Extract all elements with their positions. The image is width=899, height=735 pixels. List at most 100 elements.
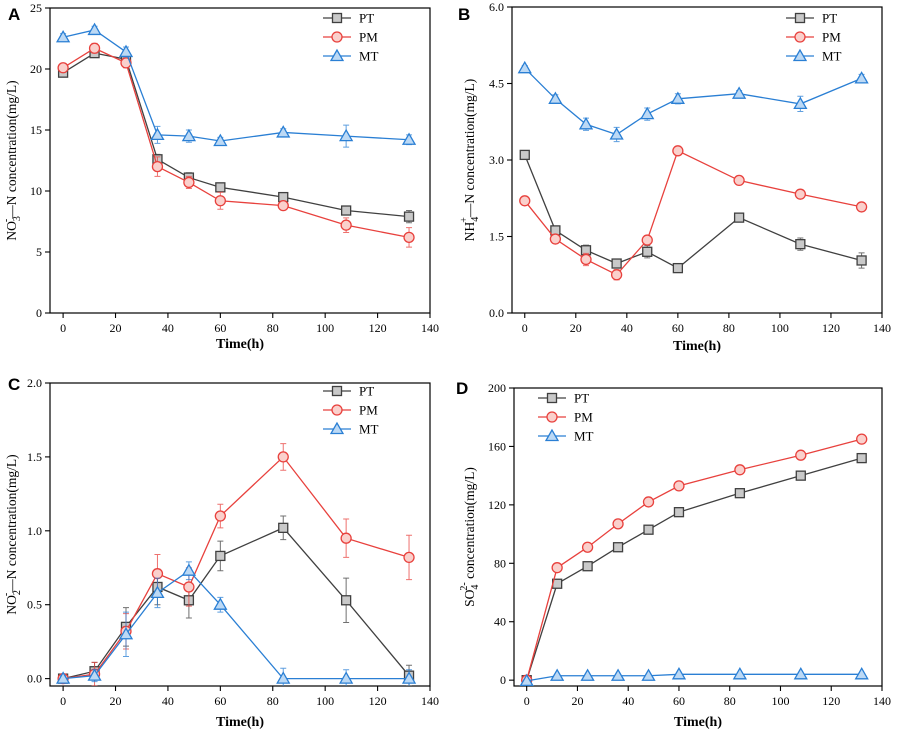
y-axis-title: NH4+—N concentration(mg/L) [459, 79, 481, 241]
x-tick-label: 80 [723, 321, 735, 335]
legend-label-mt: MT [359, 422, 379, 437]
y-axis-title: NO2-—N concentration(mg/L) [1, 454, 23, 614]
x-tick-label: 40 [162, 694, 174, 708]
data-point-pm [734, 464, 746, 476]
data-point-pt [340, 205, 352, 216]
chart-panel-b: B 0 20 40 60 80 100 120 140 0.0 1.5 3.0 4.5 6.0 Time(h… [458, 0, 891, 354]
data-point-pm [214, 510, 226, 522]
x-tick-label: 120 [369, 694, 387, 708]
x-axis-title: Time(h) [216, 715, 264, 730]
x-tick-label: 100 [316, 321, 334, 335]
data-point-pm [151, 568, 164, 580]
data-point-mt [87, 668, 102, 681]
y-tick-label: 0 [36, 306, 42, 320]
series-mt [55, 561, 417, 686]
data-point-pm [855, 201, 868, 213]
y-tick-label: 1.5 [489, 230, 504, 244]
plot-frame [49, 7, 431, 314]
data-point-mt [401, 132, 417, 145]
panel-label: B [458, 5, 470, 24]
x-tick-label: 40 [622, 694, 634, 708]
y-tick-label: 200 [488, 381, 506, 395]
x-tick-label: 140 [421, 321, 439, 335]
x-tick-label: 120 [822, 321, 840, 335]
series-line-pt [524, 154, 862, 269]
chart-panel-a: A 0 20 40 60 80 100 120 140 0 5 10 15 20 25 Time(h) NO3-… [1, 1, 439, 352]
y-tick-label: 40 [494, 615, 506, 629]
legend-marker-mt [329, 48, 345, 62]
x-tick-label: 140 [873, 694, 891, 708]
series-line-pm [63, 455, 410, 680]
data-point-mt [641, 668, 656, 681]
y-tick-label: 0 [500, 673, 506, 687]
plot-frame [513, 387, 883, 687]
x-tick-label: 0 [524, 694, 530, 708]
data-point-pm [794, 188, 806, 200]
legend-marker-pt [794, 12, 806, 24]
data-point-pt [672, 262, 684, 274]
y-tick-label: 1.0 [27, 524, 42, 538]
legend-label-pt: PT [359, 384, 374, 399]
legend-label-pt: PT [822, 11, 837, 26]
data-point-mt [609, 127, 624, 140]
legend-label-mt: MT [359, 49, 379, 64]
chart-panel-d: D 0 20 40 60 80 100 120 140 0 40 80 120 160 200 Time(h)… [456, 379, 891, 730]
data-point-mt [339, 671, 354, 684]
panel-label: D [456, 379, 468, 398]
data-point-pt [856, 255, 867, 266]
legend-label-pt: PT [574, 391, 589, 406]
y-tick-label: 4.5 [489, 77, 504, 91]
y-tick-label: 2.0 [27, 376, 42, 390]
series-line-pm [526, 438, 862, 681]
y-tick-label: 5 [36, 245, 42, 259]
plot-frame [49, 382, 431, 687]
data-point-pm [610, 269, 623, 281]
data-point-pt [403, 211, 415, 222]
series-line-pt [62, 52, 410, 218]
data-point-mt [213, 133, 228, 147]
legend-marker-pm [546, 411, 558, 423]
data-point-mt [732, 667, 747, 680]
data-point-mt [793, 96, 808, 110]
y-tick-label: 3.0 [489, 153, 504, 167]
data-point-mt [610, 668, 626, 681]
data-point-mt [548, 91, 563, 104]
legend: PT PM MT [786, 11, 842, 64]
data-point-mt [550, 668, 565, 681]
legend-label-mt: MT [574, 429, 594, 444]
y-tick-label: 120 [488, 498, 506, 512]
data-point-pt [733, 212, 745, 223]
series-line-mt [62, 29, 410, 142]
x-tick-label: 120 [369, 321, 387, 335]
x-tick-label: 40 [162, 321, 174, 335]
data-point-pm [733, 174, 745, 187]
data-point-pm [151, 160, 164, 173]
x-tick-label: 60 [672, 321, 684, 335]
legend-marker-pt [546, 392, 558, 404]
data-point-pt [643, 524, 654, 535]
data-point-pm [403, 231, 415, 244]
data-point-mt [150, 127, 165, 141]
y-tick-label: 10 [30, 184, 42, 198]
data-point-pm [277, 199, 289, 212]
series-pm [57, 443, 415, 686]
x-tick-label: 20 [110, 694, 122, 708]
x-tick-label: 0 [522, 321, 528, 335]
series-line-pt [526, 457, 862, 681]
series-pm [519, 145, 868, 281]
x-tick-label: 80 [267, 694, 279, 708]
data-point-mt [118, 626, 134, 640]
x-axis-title: Time(h) [216, 337, 264, 352]
data-point-mt [118, 44, 134, 58]
data-point-mt [276, 125, 291, 138]
x-tick-label: 60 [673, 694, 685, 708]
data-point-mt [731, 86, 747, 99]
x-tick-label: 100 [771, 694, 789, 708]
data-point-pt [340, 595, 352, 606]
x-tick-label: 20 [110, 321, 122, 335]
legend-label-pm: PM [574, 410, 593, 425]
series-mt [55, 22, 417, 148]
x-tick-label: 120 [822, 694, 840, 708]
data-point-pt [582, 561, 593, 572]
y-tick-label: 6.0 [489, 0, 504, 14]
